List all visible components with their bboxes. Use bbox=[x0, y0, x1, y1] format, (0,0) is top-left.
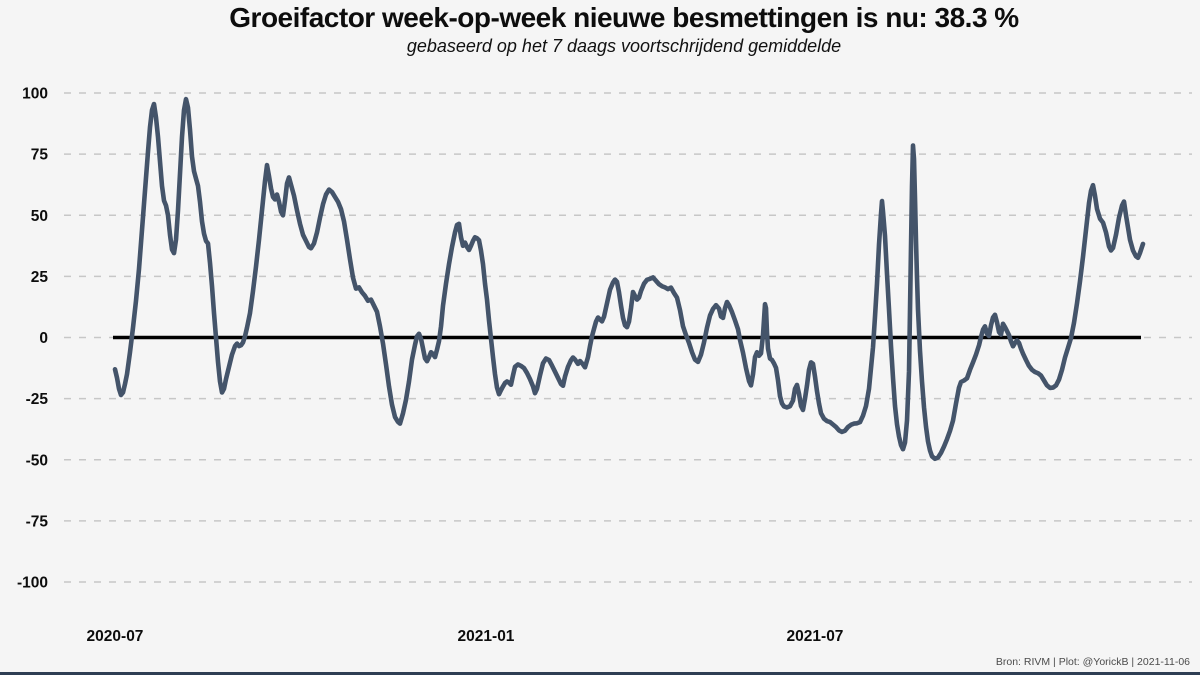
x-tick-label: 2021-01 bbox=[458, 628, 515, 645]
y-tick-label: 75 bbox=[31, 147, 49, 164]
y-tick-label: 0 bbox=[39, 330, 48, 347]
x-tick-label: 2021-07 bbox=[787, 628, 844, 645]
chart-subtitle: gebaseerd op het 7 daags voortschrijdend… bbox=[406, 36, 842, 57]
chart-header: Groeifactor week-op-week nieuwe besmetti… bbox=[56, 0, 1192, 57]
y-tick-label: -75 bbox=[26, 513, 49, 530]
y-tick-label: -100 bbox=[17, 575, 48, 592]
y-tick-label: -25 bbox=[26, 391, 49, 408]
bottom-bar bbox=[0, 672, 1200, 675]
y-tick-label: 100 bbox=[22, 86, 48, 103]
x-tick-label: 2020-07 bbox=[87, 628, 144, 645]
y-tick-label: 25 bbox=[31, 269, 49, 286]
series-line bbox=[112, 96, 1146, 462]
credit-text: Bron: RIVM | Plot: @YorickB | 2021-11-06 bbox=[995, 656, 1190, 668]
y-tick-label: -50 bbox=[26, 452, 48, 469]
chart-title: Groeifactor week-op-week nieuwe besmetti… bbox=[229, 2, 1019, 33]
y-tick-label: 50 bbox=[31, 208, 48, 225]
